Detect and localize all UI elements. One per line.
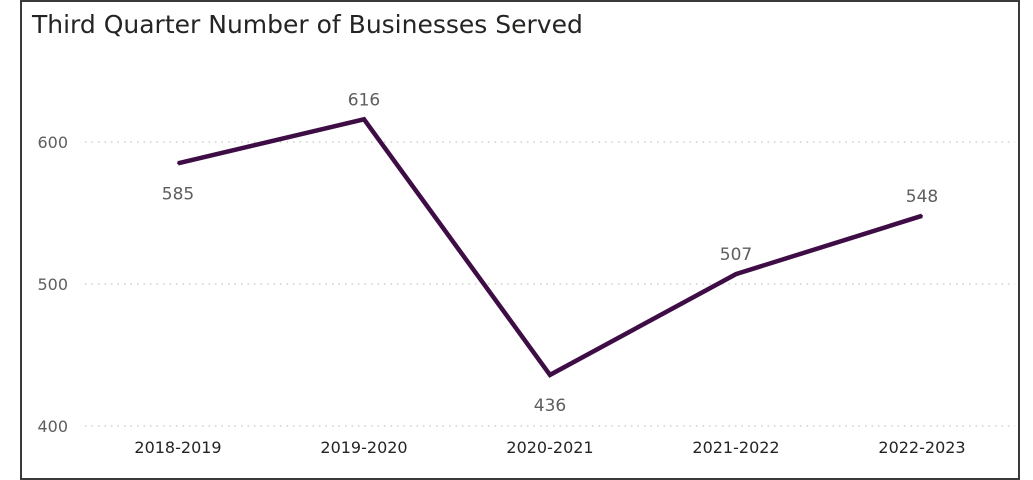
y-tick-label: 400	[37, 417, 68, 436]
y-tick-label: 600	[37, 133, 68, 152]
data-point	[363, 118, 365, 121]
series-line-layer	[177, 116, 923, 378]
data-label: 507	[720, 245, 752, 265]
x-tick-label: 2022-2023	[878, 438, 965, 457]
data-point	[735, 273, 737, 276]
data-label: 585	[162, 184, 194, 204]
data-label: 616	[348, 90, 380, 110]
y-axis-ticks: 400 500 600	[37, 133, 68, 436]
gridlines	[85, 141, 1015, 427]
data-point	[549, 373, 551, 376]
data-labels: 585 616 436 507 548	[162, 90, 938, 416]
y-tick-label: 500	[37, 275, 68, 294]
chart-title: Third Quarter Number of Businesses Serve…	[32, 10, 583, 39]
data-point	[921, 214, 923, 217]
data-point	[177, 162, 179, 165]
chart-frame	[20, 0, 1020, 480]
data-label: 548	[906, 187, 938, 207]
x-axis-ticks: 2018-2019 2019-2020 2020-2021 2021-2022 2022…	[134, 438, 965, 457]
data-label: 436	[534, 396, 566, 416]
x-tick-label: 2019-2020	[320, 438, 407, 457]
series-line	[177, 116, 923, 378]
x-tick-label: 2018-2019	[134, 438, 221, 457]
x-tick-label: 2020-2021	[506, 438, 593, 457]
x-tick-label: 2021-2022	[692, 438, 779, 457]
